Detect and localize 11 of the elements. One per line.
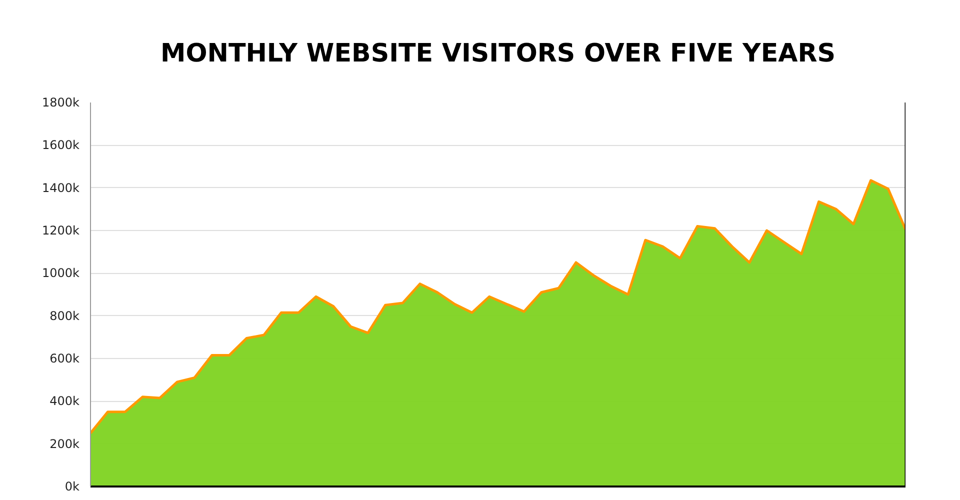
y-tick-label: 800k bbox=[50, 308, 80, 323]
chart-title: MONTHLY WEBSITE VISITORS OVER FIVE YEARS bbox=[160, 38, 836, 68]
y-tick-label: 1600k bbox=[42, 138, 80, 152]
y-tick-label: 1000k bbox=[42, 266, 80, 280]
y-tick-label: 0k bbox=[64, 480, 80, 494]
y-tick-label: 600k bbox=[50, 352, 80, 366]
y-tick-label: 400k bbox=[50, 394, 80, 408]
y-tick-label: 200k bbox=[50, 436, 80, 451]
y-tick-label: 1400k bbox=[42, 180, 80, 195]
y-tick-label: 1200k bbox=[42, 224, 80, 238]
y-tick-label: 1800k bbox=[42, 96, 80, 110]
